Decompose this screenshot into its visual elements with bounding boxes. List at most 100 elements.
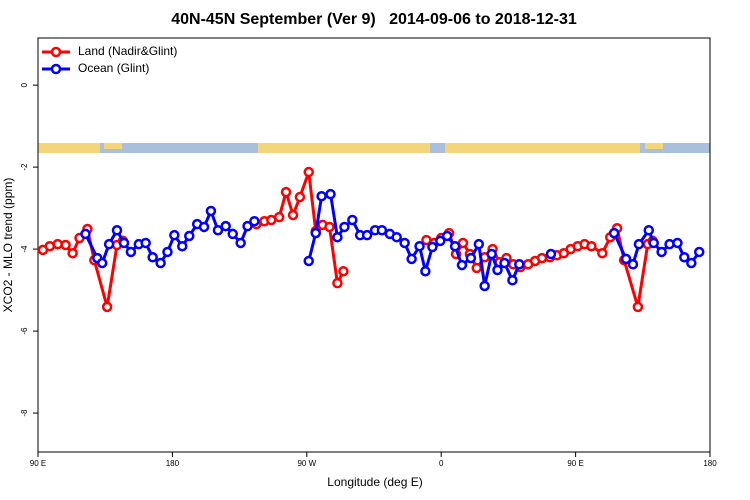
data-point: [162, 246, 173, 258]
data-point: [643, 224, 655, 236]
legend-label: Land (Nadir&Glint): [78, 44, 177, 58]
data-point: [205, 205, 217, 217]
data-point: [633, 238, 645, 250]
data-point: [347, 214, 358, 226]
data-point: [586, 240, 597, 252]
data-point: [492, 264, 503, 276]
data-point: [435, 235, 446, 247]
data-point: [338, 265, 349, 277]
x-tick-label: 180: [166, 459, 180, 468]
x-tick-label: 90 W: [297, 459, 316, 468]
data-point: [686, 257, 697, 269]
data-point: [125, 246, 137, 258]
data-point: [420, 265, 431, 277]
data-point: [361, 229, 373, 241]
data-point: [287, 209, 299, 221]
data-point: [545, 248, 557, 260]
data-point: [303, 166, 314, 178]
y-tick-label: 0: [20, 82, 29, 87]
data-point: [111, 224, 123, 236]
data-point: [627, 259, 639, 270]
chart-title: 40N-45N September (Ver 9) 2014-09-06 to …: [171, 11, 577, 28]
x-tick-label: 90 E: [30, 459, 46, 468]
plot-frame: [37, 37, 711, 453]
x-axis-label: Longitude (deg E): [327, 475, 422, 489]
data-point: [325, 188, 336, 200]
land-band: [645, 143, 663, 149]
legend-label: Ocean (Glint): [78, 61, 149, 75]
data-point: [212, 224, 224, 236]
data-point: [96, 257, 108, 269]
data-point: [235, 237, 246, 249]
data-point: [147, 252, 158, 263]
data-point: [169, 229, 180, 241]
data-point: [280, 186, 292, 198]
data-point: [648, 237, 659, 249]
data-point: [465, 252, 477, 264]
data-point: [294, 191, 306, 203]
land-band: [38, 143, 100, 153]
data-point: [310, 227, 322, 239]
data-point: [118, 237, 130, 249]
data-point: [249, 215, 260, 227]
data-point: [693, 246, 705, 258]
data-point: [486, 248, 497, 260]
data-point: [656, 246, 667, 258]
series-line: [42, 171, 654, 308]
data-point: [391, 231, 402, 243]
data-point: [479, 280, 490, 292]
data-point: [242, 220, 253, 232]
data-point: [303, 255, 314, 267]
legend: Land (Nadir&Glint) Ocean (Glint): [42, 44, 177, 75]
data-point: [449, 240, 461, 252]
data-point: [103, 238, 115, 250]
y-tick-label: -6: [20, 327, 29, 335]
data-point: [597, 247, 608, 259]
data-point: [184, 230, 195, 242]
data-point: [332, 231, 343, 243]
land-band: [104, 143, 122, 149]
data-point: [60, 239, 71, 251]
data-point: [406, 253, 417, 265]
data-point: [672, 237, 683, 249]
data-point: [273, 211, 285, 223]
data-point: [101, 301, 113, 313]
data-point: [608, 227, 620, 239]
data-point: [324, 221, 335, 233]
land-band: [445, 143, 640, 153]
x-tick-label: 180: [703, 459, 717, 468]
data-point: [664, 238, 675, 250]
data-point: [427, 241, 438, 253]
data-point: [414, 240, 425, 252]
x-tick-label: 0: [439, 459, 444, 468]
data-point: [456, 259, 468, 271]
data-point: [399, 237, 410, 249]
land-band: [258, 143, 430, 153]
data-point: [155, 257, 166, 269]
data-point: [473, 238, 485, 250]
data-point: [471, 262, 482, 274]
data-point: [514, 259, 525, 270]
y-axis-label: XCO2 - MLO trend (ppm): [1, 178, 15, 313]
data-point: [227, 228, 238, 240]
data-point: [632, 301, 644, 313]
data-point: [198, 221, 210, 233]
legend-marker: [50, 63, 62, 75]
data-point: [376, 224, 388, 236]
x-tick-label: 90 E: [567, 459, 583, 468]
data-point: [339, 221, 350, 233]
land-ocean-strip: [38, 143, 710, 153]
data-point: [441, 230, 453, 242]
y-tick-label: -4: [20, 245, 29, 253]
data-point: [67, 247, 78, 259]
data-point: [507, 275, 518, 286]
data-point: [177, 240, 188, 252]
data-point: [316, 190, 327, 202]
y-tick-label: -8: [20, 409, 29, 417]
data-point: [80, 228, 91, 240]
data-point: [220, 220, 231, 232]
data-point: [679, 252, 690, 263]
data-point: [620, 253, 632, 265]
